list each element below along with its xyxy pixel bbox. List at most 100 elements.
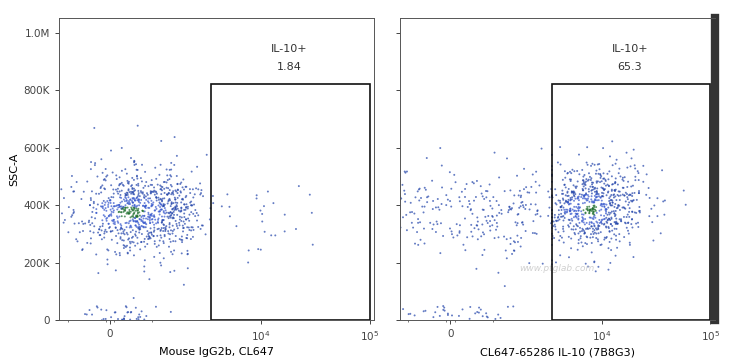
- Point: [556, 207, 567, 213]
- Point: [624, 242, 636, 248]
- Point: [99, 186, 111, 192]
- Point: [592, 236, 604, 242]
- Point: [182, 215, 194, 221]
- Point: [165, 209, 177, 215]
- Point: [194, 181, 206, 186]
- Point: [180, 205, 192, 211]
- Point: [383, 199, 394, 205]
- Point: [97, 217, 108, 223]
- Point: [142, 236, 154, 242]
- Point: [125, 189, 137, 195]
- Point: [600, 206, 612, 212]
- Point: [584, 206, 596, 212]
- Point: [601, 215, 612, 221]
- Point: [603, 183, 615, 189]
- Point: [156, 219, 168, 225]
- Point: [620, 190, 632, 195]
- Point: [568, 204, 580, 210]
- Point: [114, 200, 126, 206]
- Point: [573, 215, 584, 221]
- Point: [106, 237, 118, 243]
- Point: [588, 259, 600, 265]
- Point: [626, 199, 638, 205]
- Point: [542, 213, 554, 219]
- Point: [563, 186, 575, 192]
- Point: [598, 201, 609, 207]
- Point: [613, 193, 625, 199]
- Point: [38, 167, 49, 173]
- Point: [231, 223, 242, 229]
- Point: [570, 184, 581, 190]
- Point: [440, 202, 452, 208]
- Point: [154, 238, 166, 244]
- Point: [600, 207, 612, 213]
- Point: [167, 206, 178, 212]
- Point: [595, 194, 607, 200]
- Point: [607, 181, 619, 187]
- Point: [604, 202, 616, 208]
- Point: [436, 163, 447, 169]
- Point: [572, 205, 584, 211]
- Point: [593, 191, 604, 197]
- Point: [623, 192, 635, 198]
- Point: [509, 240, 521, 245]
- Point: [164, 187, 175, 193]
- Point: [181, 224, 193, 230]
- Point: [597, 145, 609, 151]
- Point: [557, 197, 569, 203]
- Point: [593, 217, 605, 223]
- Point: [433, 204, 444, 210]
- Point: [579, 192, 590, 198]
- Point: [478, 247, 490, 253]
- Point: [268, 200, 279, 206]
- Point: [548, 235, 560, 241]
- Point: [572, 201, 584, 207]
- Point: [185, 202, 197, 208]
- Point: [141, 313, 153, 319]
- Point: [434, 250, 446, 256]
- Point: [586, 198, 598, 204]
- Point: [512, 239, 524, 245]
- Point: [617, 191, 629, 197]
- Point: [258, 203, 270, 209]
- Point: [172, 206, 184, 212]
- Point: [582, 192, 594, 198]
- Point: [598, 190, 609, 196]
- Point: [165, 182, 177, 188]
- Point: [426, 178, 438, 184]
- Point: [580, 182, 592, 188]
- Point: [607, 162, 618, 168]
- Point: [622, 179, 634, 185]
- Point: [503, 209, 514, 215]
- Point: [546, 193, 558, 198]
- Point: [77, 228, 89, 234]
- Point: [48, 195, 60, 201]
- Point: [565, 220, 576, 226]
- Point: [472, 236, 483, 242]
- Point: [109, 221, 121, 227]
- Point: [76, 247, 88, 253]
- Point: [622, 228, 634, 234]
- Point: [133, 220, 144, 226]
- Point: [484, 198, 496, 204]
- Point: [593, 264, 604, 270]
- Point: [520, 202, 532, 208]
- Point: [618, 205, 629, 210]
- Point: [588, 258, 600, 264]
- Point: [110, 268, 122, 273]
- Point: [141, 190, 153, 196]
- Point: [588, 200, 600, 206]
- Point: [118, 183, 130, 189]
- Point: [113, 205, 125, 210]
- Point: [116, 223, 128, 229]
- Point: [385, 304, 397, 310]
- Point: [176, 214, 188, 220]
- Point: [556, 191, 568, 197]
- Point: [146, 177, 158, 183]
- Point: [154, 211, 166, 217]
- Point: [467, 234, 478, 240]
- Point: [73, 220, 85, 226]
- Point: [102, 248, 114, 253]
- Point: [609, 204, 621, 210]
- Point: [95, 307, 107, 313]
